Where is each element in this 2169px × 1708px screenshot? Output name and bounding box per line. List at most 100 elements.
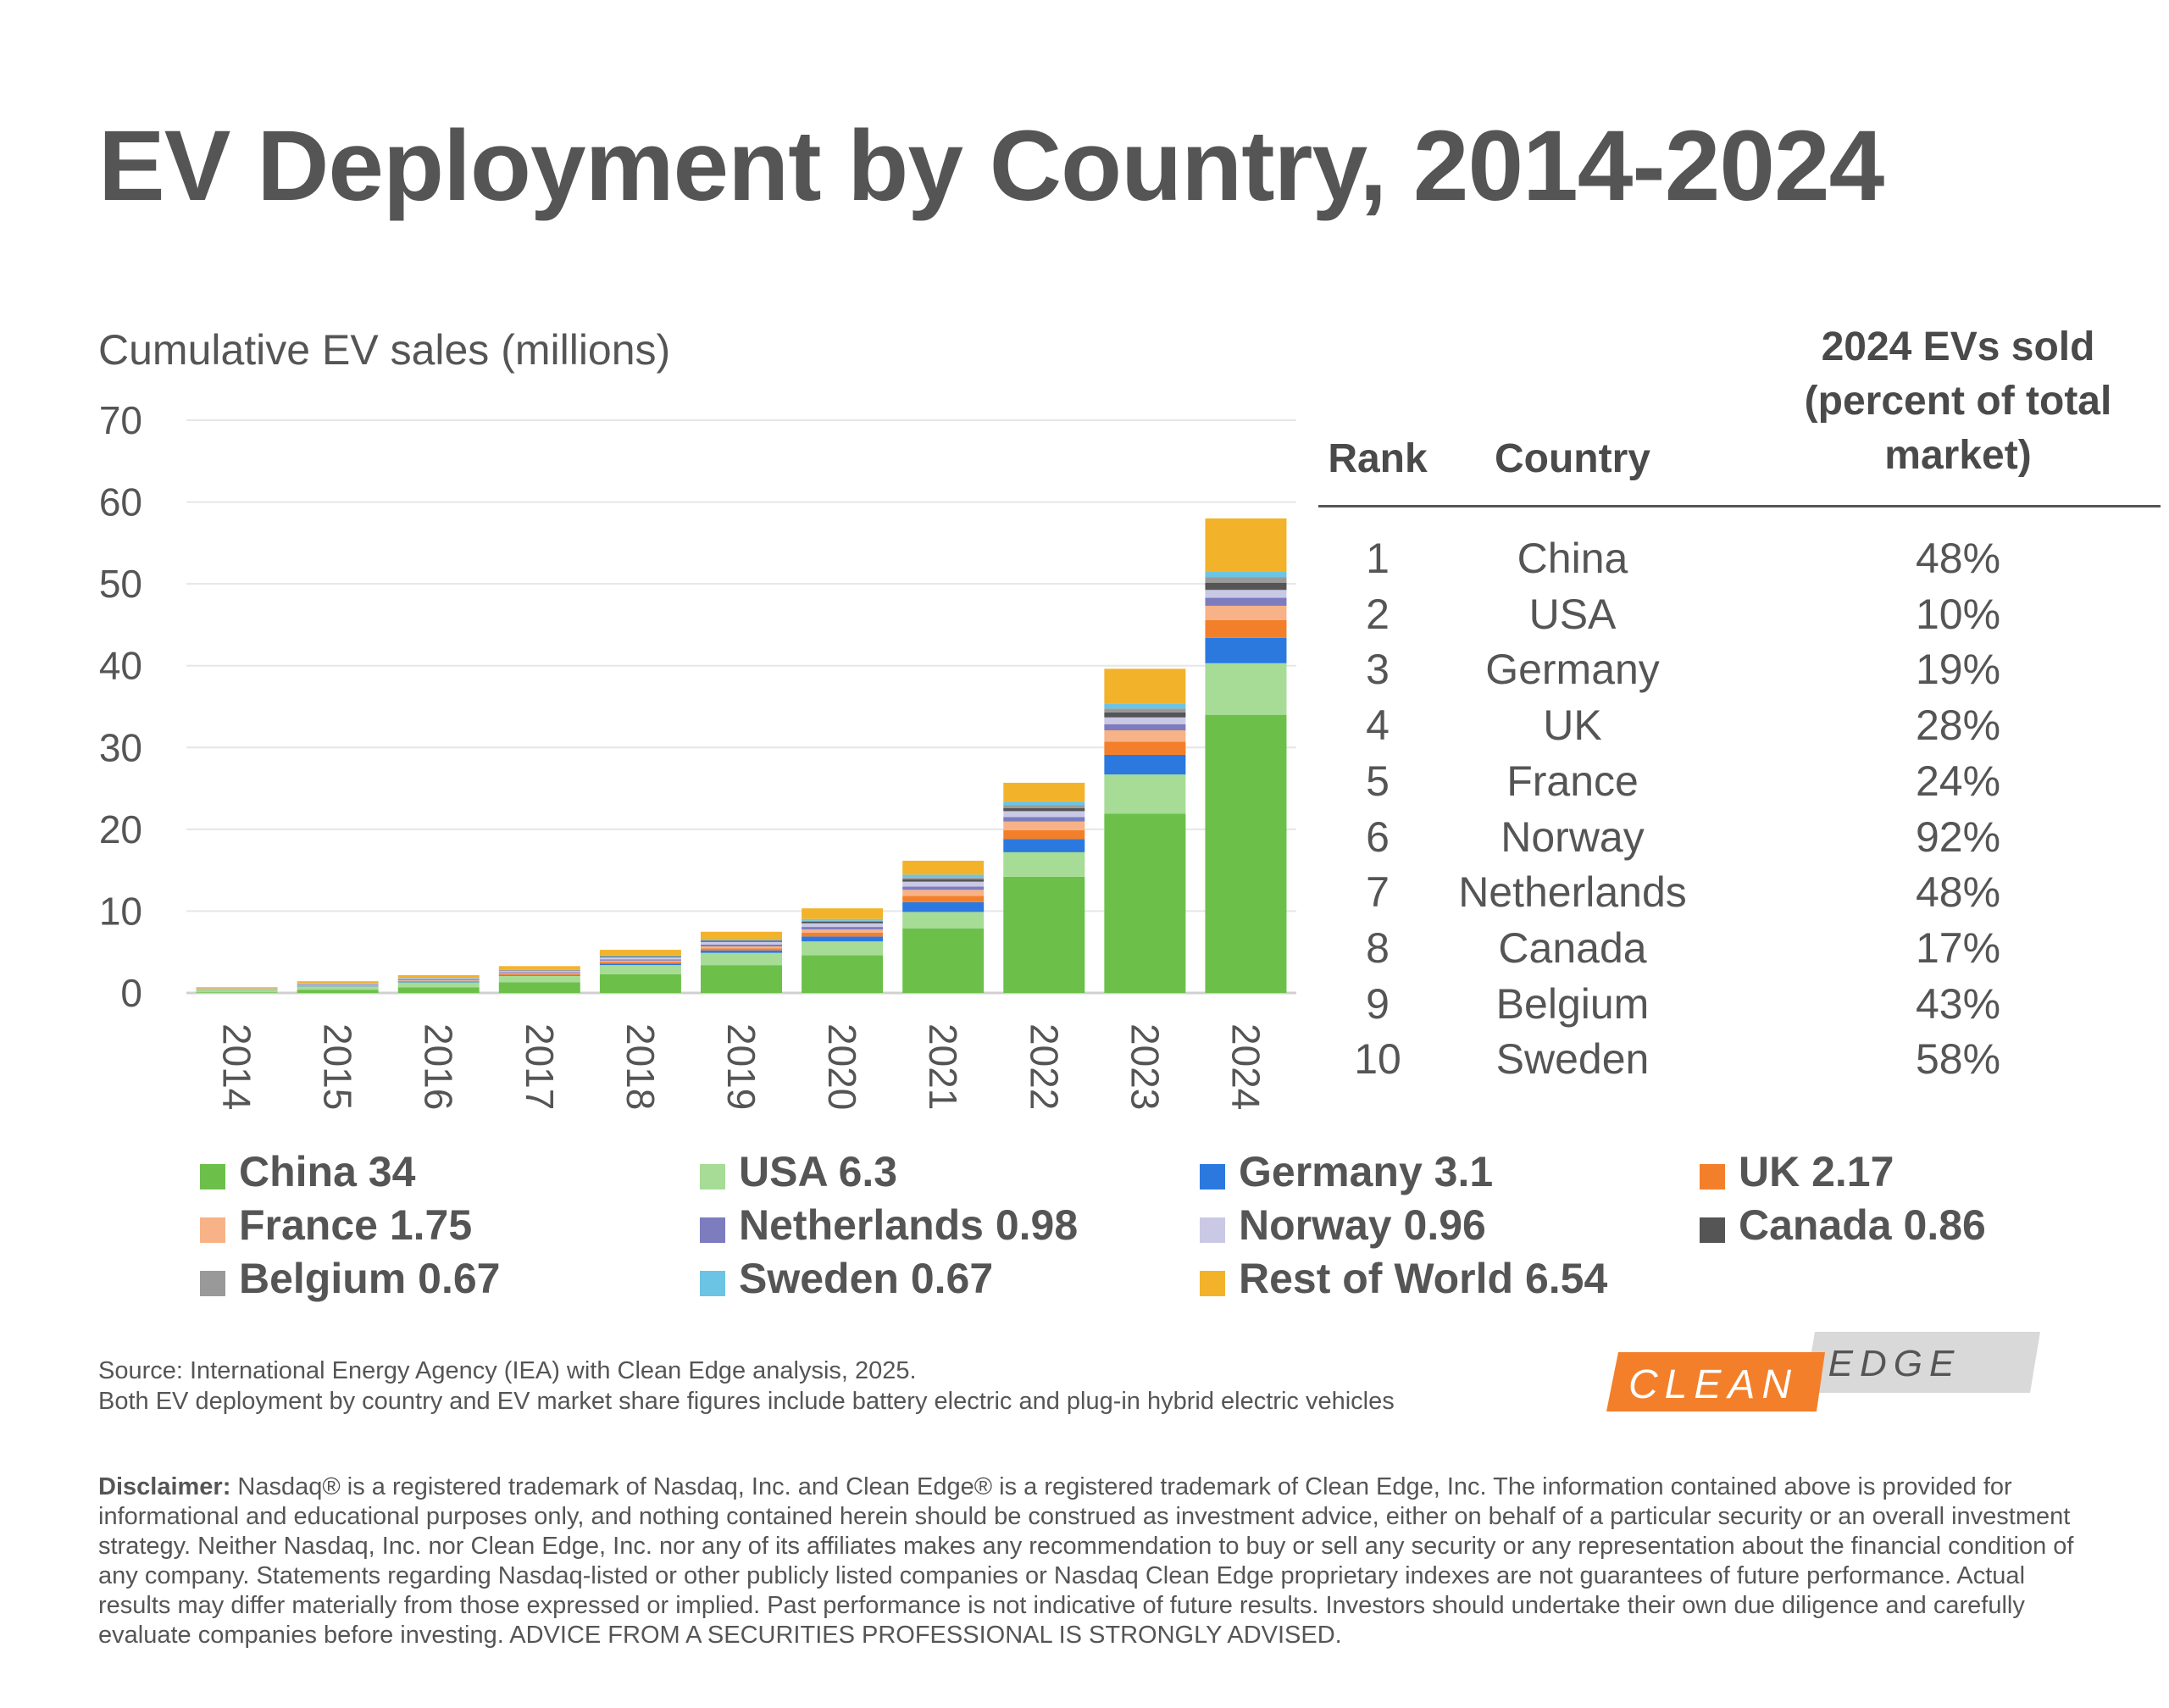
bar-segment-china-2022 (1003, 876, 1085, 993)
table-row: 8 Canada 17% (1318, 920, 2161, 976)
bar-segment-rest-of-world-2014 (196, 987, 278, 989)
bar-segment-germany-2019 (701, 950, 782, 953)
table-cell-country: USA (1528, 590, 1617, 638)
bar-segment-rest-of-world-2016 (397, 975, 480, 978)
bar-segment-sweden-2019 (701, 939, 782, 940)
disclaimer-label: Disclaimer: (98, 1473, 231, 1500)
bar-segment-uk-2019 (701, 948, 782, 951)
y-axis-label: Cumulative EV sales (millions) (98, 326, 671, 374)
bar-segment-france-2024 (1205, 606, 1287, 620)
legend-label: Sweden 0.67 (739, 1255, 994, 1302)
bar-segment-germany-2016 (397, 981, 480, 983)
table-row: 7 Netherlands 48% (1318, 864, 2161, 920)
table-cell-rank: 4 (1366, 702, 1390, 750)
logo-word-clean: CLEAN (1628, 1362, 1798, 1407)
table-cell-rank: 7 (1366, 868, 1390, 917)
bar-segment-netherlands-2019 (701, 944, 782, 947)
bar-segment-china-2023 (1104, 813, 1186, 993)
bar-segment-norway-2017 (498, 970, 580, 973)
bar-segment-uk-2018 (599, 962, 681, 964)
chart-legend: China 34 USA 6.3 Germany 3.1 UK 2.17 France … (200, 1145, 2149, 1315)
bar-segment-rest-of-world-2021 (902, 860, 985, 875)
bar-segment-belgium-2024 (1205, 577, 1287, 583)
legend-label: Rest of World 6.54 (1239, 1255, 1608, 1302)
bar-segment-usa-2024 (1205, 663, 1287, 715)
clean-edge-logo: CLEAN EDGE (1606, 1332, 2040, 1411)
bar-segment-china-2024 (1205, 714, 1287, 993)
disclaimer: Disclaimer: Nasdaq® is a registered trad… (98, 1472, 2081, 1650)
source-note: Source: International Energy Agency (IEA… (98, 1356, 1395, 1417)
legend-swatch (200, 1164, 225, 1190)
legend-label: France 1.75 (239, 1201, 473, 1249)
bar-segment-usa-2014 (196, 990, 278, 993)
bar-segment-rest-of-world-2019 (701, 931, 782, 940)
bar-segment-sweden-2020 (802, 918, 884, 921)
legend-swatch (1700, 1164, 1725, 1190)
bar-segment-norway-2024 (1205, 590, 1287, 598)
bar-segment-sweden-2021 (902, 874, 985, 878)
table-cell-country: Germany (1485, 646, 1660, 694)
bar-segment-usa-2020 (802, 941, 884, 956)
page-title: EV Deployment by Country, 2014-2024 (98, 110, 1884, 222)
bar-segment-usa-2023 (1104, 774, 1186, 814)
legend-swatch (200, 1271, 225, 1296)
bar-segment-france-2023 (1104, 730, 1186, 742)
table-cell-country: China (1517, 535, 1628, 582)
x-tick-label: 2019 (719, 1023, 763, 1110)
bar-segment-netherlands-2016 (397, 979, 480, 981)
logo-word-edge: EDGE (1828, 1343, 1961, 1384)
table-cell-country: Netherlands (1458, 868, 1687, 917)
table-cell-country: UK (1543, 702, 1602, 750)
legend-label: Norway 0.96 (1239, 1201, 1486, 1249)
table-cell-percent: 10% (1915, 590, 2001, 638)
bar-segment-canada-2020 (802, 921, 884, 923)
table-row: 3 Germany 19% (1318, 641, 2161, 697)
bar-segment-china-2019 (701, 965, 782, 993)
table-cell-country: Canada (1498, 923, 1647, 972)
source-line: Source: International Energy Agency (IEA… (98, 1357, 917, 1384)
bar-segment-netherlands-2018 (599, 959, 681, 961)
bar-segment-uk-2017 (498, 973, 580, 975)
bar-segment-china-2014 (196, 992, 278, 993)
bar-segment-rest-of-world-2015 (297, 981, 379, 984)
bar-segment-canada-2021 (902, 879, 985, 882)
bar-segment-china-2018 (599, 973, 681, 993)
bar-segment-netherlands-2015 (297, 984, 379, 985)
y-tick-label: 0 (120, 971, 142, 1015)
x-tick-label: 2015 (316, 1023, 360, 1110)
bar-segment-rest-of-world-2018 (599, 950, 681, 956)
x-tick-label: 2017 (518, 1023, 562, 1110)
bar-segment-canada-2024 (1205, 582, 1287, 591)
table-cell-rank: 1 (1366, 535, 1390, 582)
legend-label: USA 6.3 (739, 1148, 898, 1195)
bar-segment-rest-of-world-2023 (1104, 668, 1186, 704)
table-cell-percent: 92% (1915, 812, 2001, 861)
bar-segment-netherlands-2021 (902, 886, 985, 890)
bar-segment-sweden-2018 (599, 955, 681, 957)
bar-segment-norway-2022 (1003, 811, 1085, 818)
bar-segment-netherlands-2017 (498, 972, 580, 973)
table-header-percent: 2024 EVs sold (percent of total market) (1759, 320, 2157, 483)
bar-segment-usa-2019 (701, 952, 782, 966)
bar-segment-rest-of-world-2020 (802, 908, 884, 919)
table-row: 9 Belgium 43% (1318, 976, 2161, 1032)
bar-segment-china-2017 (498, 982, 580, 993)
bar-segment-sweden-2023 (1104, 703, 1186, 709)
x-tick-label: 2023 (1123, 1023, 1167, 1110)
bar-segment-belgium-2022 (1003, 805, 1085, 808)
table-cell-country: Sweden (1495, 1035, 1650, 1084)
bar-segment-canada-2023 (1104, 712, 1186, 718)
y-tick-label: 10 (99, 889, 142, 933)
y-tick-label: 20 (99, 807, 142, 851)
table-row: 5 France 24% (1318, 753, 2161, 809)
table-cell-country: Belgium (1495, 979, 1650, 1028)
legend-label: Netherlands 0.98 (739, 1201, 1079, 1249)
table-header-rank: Rank (1328, 436, 1428, 481)
table-header-rule (1318, 505, 2161, 507)
bar-segment-germany-2021 (902, 901, 985, 912)
x-tick-label: 2014 (215, 1023, 259, 1110)
bar-segment-germany-2022 (1003, 839, 1085, 852)
logo-edge-block (1805, 1332, 2040, 1393)
bar-segment-rest-of-world-2017 (498, 966, 580, 970)
table-cell-percent: 19% (1915, 646, 2001, 694)
